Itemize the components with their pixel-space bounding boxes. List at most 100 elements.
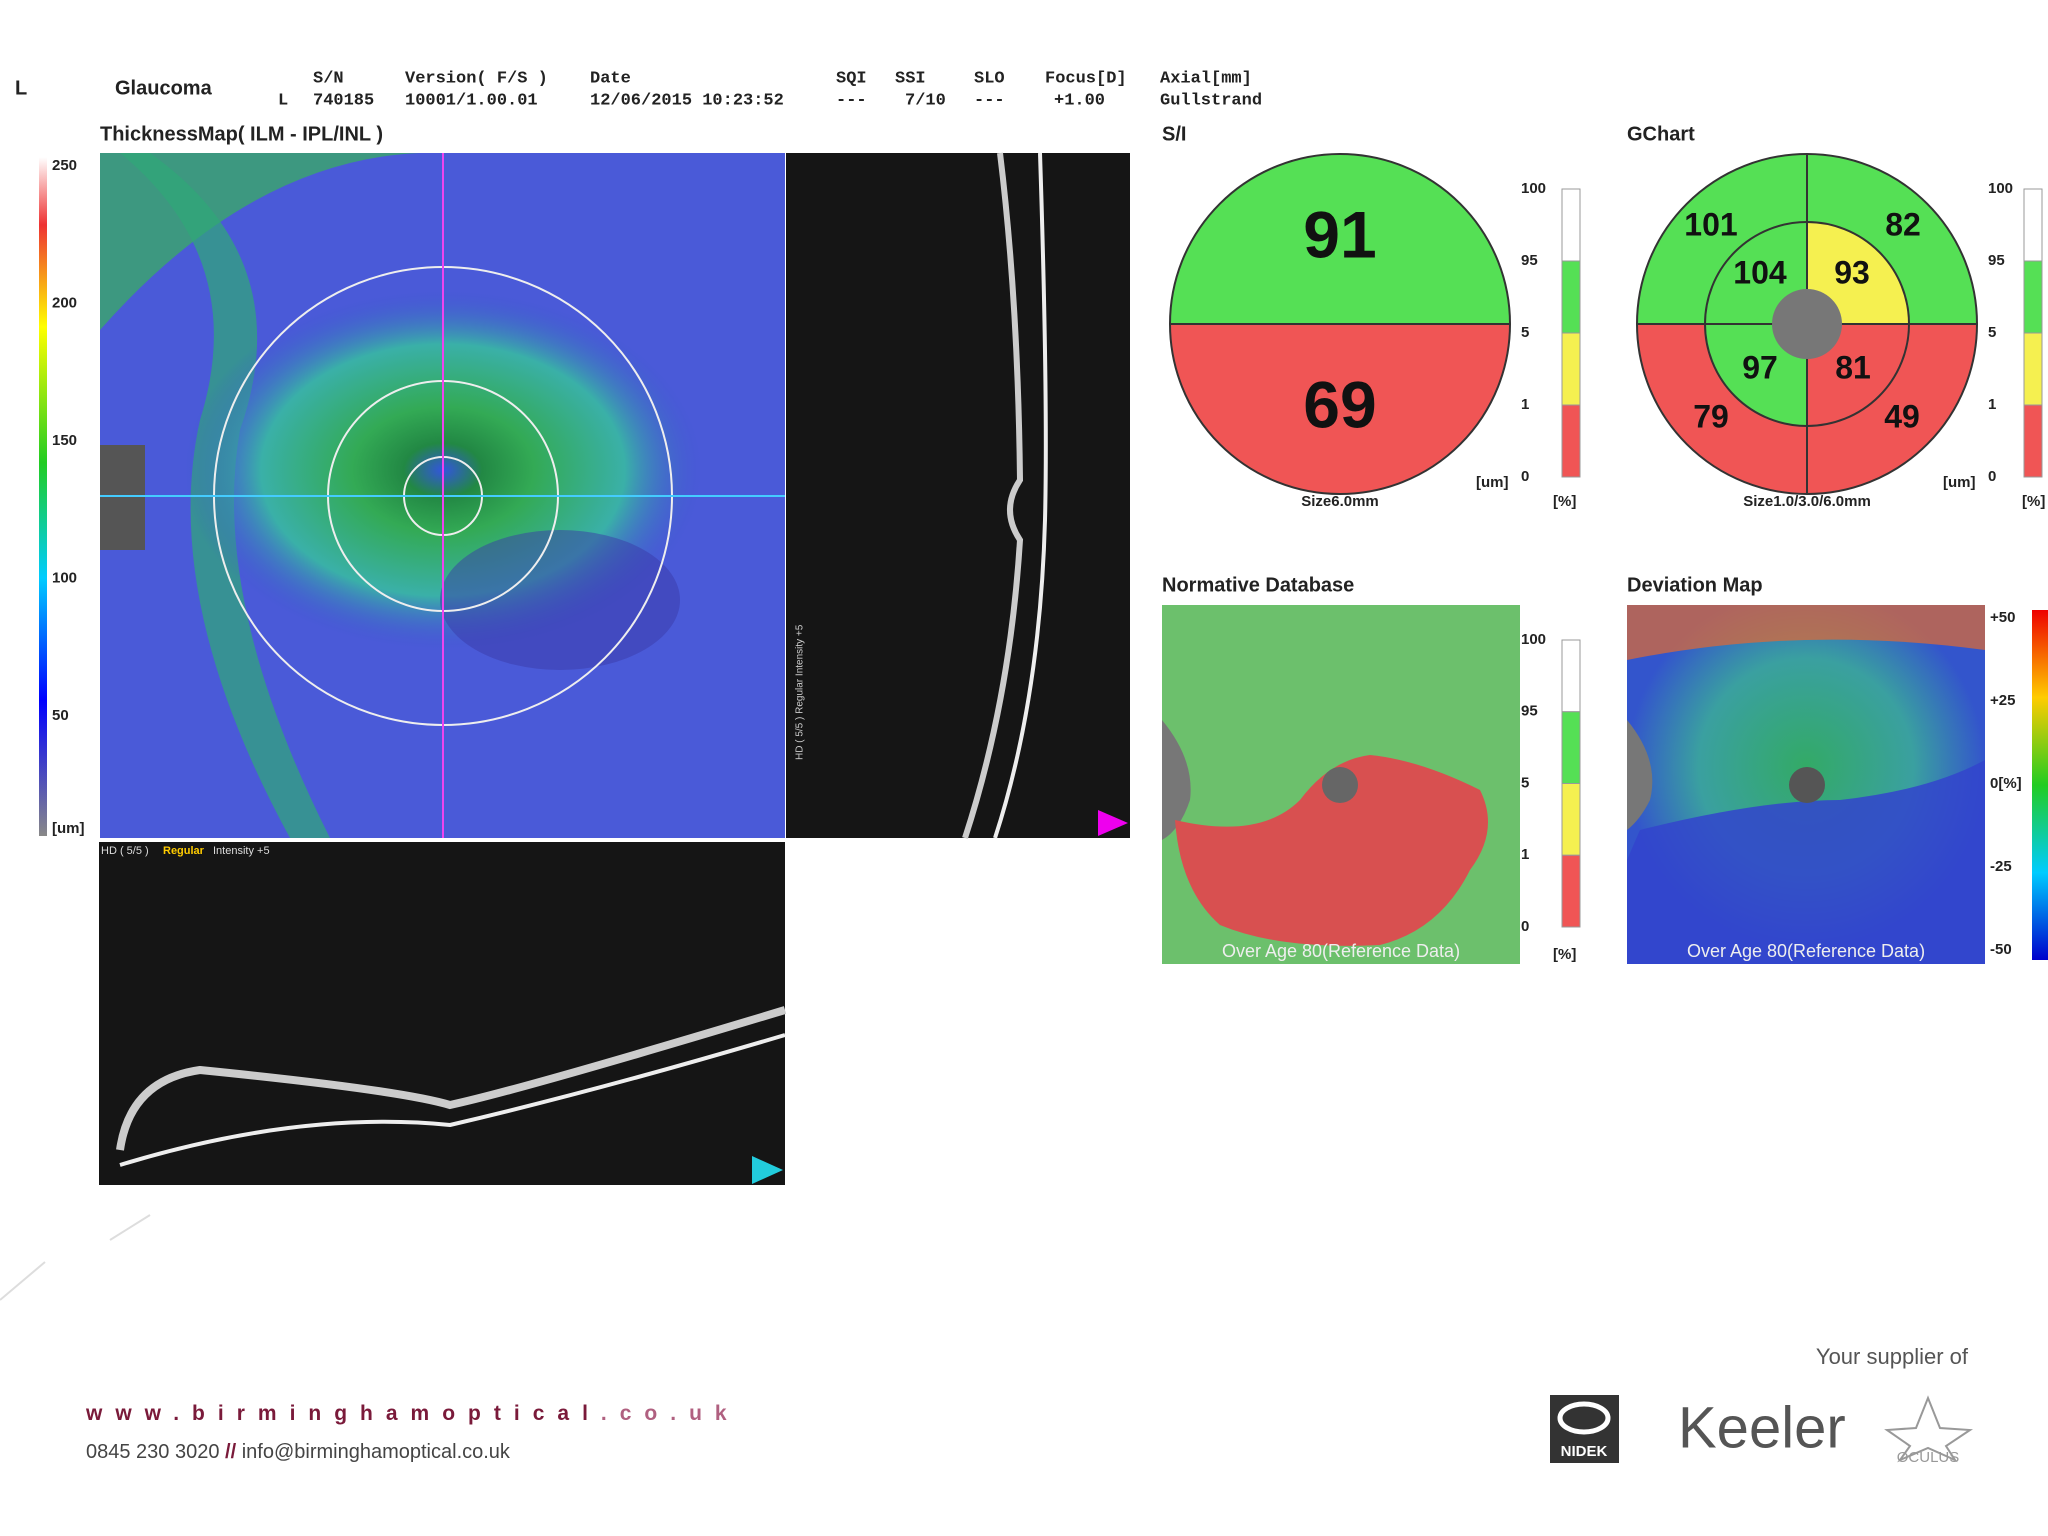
percentile-segment bbox=[1561, 639, 1581, 713]
percentile-segment bbox=[2023, 332, 2043, 406]
percentile-segment bbox=[1561, 188, 1581, 262]
gchart-value: 79 bbox=[1693, 398, 1729, 434]
header-label: Date bbox=[590, 69, 631, 88]
web-main: www.birminghamoptical bbox=[85, 1402, 601, 1425]
deviation-scale-label: -50 bbox=[1990, 941, 2012, 958]
percentile-segment bbox=[1561, 332, 1581, 406]
header-value: 740185 bbox=[313, 91, 374, 110]
percentile-label: 100 bbox=[1521, 180, 1546, 197]
percentile-segment bbox=[1561, 260, 1581, 334]
si-unit: [um] bbox=[1476, 474, 1509, 491]
row-eye: L bbox=[278, 91, 288, 110]
header-label: SQI bbox=[836, 69, 867, 88]
percentile-label: 0 bbox=[1521, 918, 1529, 935]
bscan-vertical: HD ( 5/5 ) Regular Intensity +5 bbox=[786, 152, 1130, 839]
thickness-scale-label: 200 bbox=[52, 294, 77, 311]
nidek-eye bbox=[1557, 1401, 1611, 1435]
thickness-scale-label: 50 bbox=[52, 707, 69, 724]
percentile-label: 100 bbox=[1988, 180, 2013, 197]
thickness-image bbox=[100, 153, 785, 838]
header-label: SLO bbox=[974, 69, 1005, 88]
footer-web: www.birminghamoptical.co.uk bbox=[85, 1402, 740, 1425]
thickness-unit: [um] bbox=[52, 820, 85, 837]
gchart-chart bbox=[1636, 153, 1978, 495]
header-value: 10001/1.00.01 bbox=[405, 91, 538, 110]
percentile-segment bbox=[2023, 188, 2043, 262]
percentile-unit: [%] bbox=[1553, 946, 1576, 963]
gchart-value: 101 bbox=[1684, 206, 1737, 242]
decoration bbox=[0, 1214, 151, 1301]
normative-image bbox=[1162, 605, 1520, 964]
gchart-size: Size1.0/3.0/6.0mm bbox=[1743, 493, 1871, 510]
header-label: S/N bbox=[313, 69, 344, 88]
footer-contact: 0845 230 3020 // info@birminghamoptical.… bbox=[86, 1441, 511, 1463]
brand: NIDEK bbox=[1561, 1443, 1608, 1460]
percentile-label: 95 bbox=[1988, 252, 2005, 269]
gchart-value: 104 bbox=[1733, 254, 1787, 290]
eye: L bbox=[15, 77, 27, 99]
header-value: Gullstrand bbox=[1160, 91, 1262, 110]
thickness-scale-label: 100 bbox=[52, 569, 77, 586]
percentile-segment bbox=[2023, 404, 2043, 478]
percentile-label: 5 bbox=[1988, 324, 1996, 341]
percentile-segment bbox=[1561, 854, 1581, 928]
si-inferior: 69 bbox=[1303, 367, 1376, 441]
deviation-scale-label: 0[%] bbox=[1990, 775, 2022, 792]
email: info@birminghamoptical.co.uk bbox=[242, 1441, 511, 1463]
percentile-label: 5 bbox=[1521, 774, 1529, 791]
phone: 0845 230 3020 bbox=[86, 1441, 219, 1463]
percentile-unit: [%] bbox=[1553, 493, 1576, 510]
header-label: SSI bbox=[895, 69, 926, 88]
percentile-segment bbox=[1561, 404, 1581, 478]
deviation-image bbox=[1627, 605, 1985, 964]
percentile-segment bbox=[1561, 783, 1581, 856]
percentile-label: 1 bbox=[1988, 396, 1996, 413]
gchart-value: 81 bbox=[1835, 349, 1871, 385]
thickness-scale-label: 250 bbox=[52, 157, 77, 174]
header-label: Version( F/S ) bbox=[405, 69, 548, 88]
supplier: Your supplier of bbox=[1816, 1344, 1969, 1369]
thickness-title: ThicknessMap( ILM - IPL/INL ) bbox=[100, 123, 383, 145]
bscan-vertical-label: HD ( 5/5 ) Regular Intensity +5 bbox=[795, 624, 806, 760]
bscan-intensity: Intensity +5 bbox=[213, 845, 270, 857]
separator: // bbox=[225, 1441, 237, 1463]
percentile-label: 1 bbox=[1521, 846, 1529, 863]
percentile-label: 100 bbox=[1521, 631, 1546, 648]
thickness-colorbar bbox=[39, 157, 47, 836]
normative-title: Normative Database bbox=[1162, 574, 1354, 596]
deviation-title: Deviation Map bbox=[1627, 574, 1763, 596]
header-value: --- bbox=[836, 91, 867, 110]
percentile-unit: [%] bbox=[2022, 493, 2045, 510]
header-value: 12/06/2015 10:23:52 bbox=[590, 91, 784, 110]
deviation-note: Over Age 80(Reference Data) bbox=[1687, 941, 1925, 961]
bscan-horizontal: HD ( 5/5 ) Regular Intensity +5 bbox=[99, 842, 787, 1185]
bscan-protocol: Regular bbox=[163, 845, 205, 857]
web-tld: .co.uk bbox=[601, 1402, 740, 1425]
percentile-label: 95 bbox=[1521, 703, 1538, 720]
gchart-unit: [um] bbox=[1943, 474, 1976, 491]
percentile-label: 5 bbox=[1521, 324, 1529, 341]
brand: OCULUS bbox=[1897, 1449, 1960, 1466]
gchart-title: GChart bbox=[1627, 123, 1695, 145]
percentile-label: 1 bbox=[1521, 396, 1529, 413]
oculus-logo bbox=[1884, 1395, 1974, 1463]
mode: Glaucoma bbox=[115, 77, 213, 99]
header-value: --- bbox=[974, 91, 1005, 110]
si-superior: 91 bbox=[1303, 197, 1376, 271]
percentile-label: 95 bbox=[1521, 252, 1538, 269]
percentile-label: 0 bbox=[1988, 468, 1996, 485]
si-title: S/I bbox=[1162, 123, 1186, 145]
deviation-scale-label: -25 bbox=[1990, 858, 2012, 875]
deviation-colorbar bbox=[2032, 610, 2048, 960]
header-label: Focus[D] bbox=[1045, 69, 1127, 88]
gchart-value: 97 bbox=[1742, 349, 1778, 385]
deviation-scale-label: +50 bbox=[1990, 609, 2015, 626]
gchart-value: 82 bbox=[1885, 206, 1921, 242]
header-value: +1.00 bbox=[1054, 91, 1105, 110]
si-size: Size6.0mm bbox=[1301, 493, 1379, 510]
thickness-scale-label: 150 bbox=[52, 432, 77, 449]
header-label: Axial[mm] bbox=[1160, 69, 1252, 88]
header-value: 7/10 bbox=[905, 91, 946, 110]
gchart-value: 93 bbox=[1834, 254, 1870, 290]
percentile-segment bbox=[2023, 260, 2043, 334]
